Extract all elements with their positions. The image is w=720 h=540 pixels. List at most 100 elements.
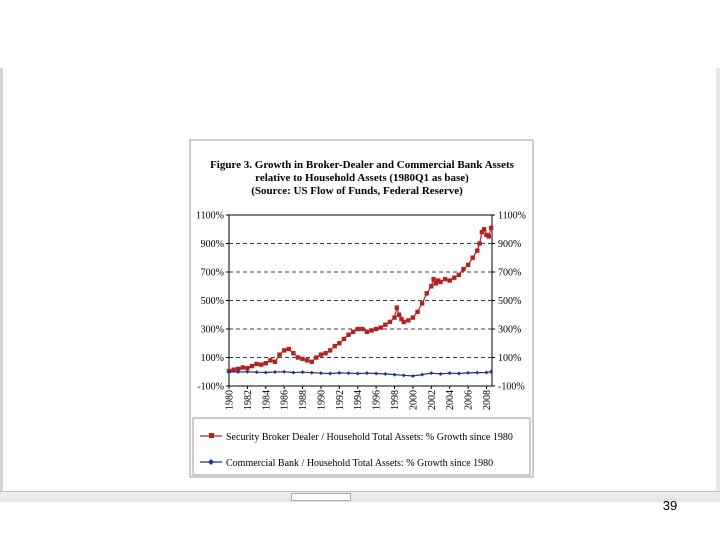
commercial-bank-point [254,370,259,375]
broker-dealer-point [304,358,310,363]
broker-dealer-point [436,278,441,283]
commercial-bank-point [410,374,415,379]
commercial-bank-point [364,371,369,376]
commercial-bank-point [429,371,434,376]
last-page-button[interactable] [388,492,410,500]
broker-dealer-point [399,316,404,322]
chart-title-line-2: relative to Household Assets (1980Q1 as … [255,172,469,184]
broker-dealer-point [456,272,462,278]
broker-dealer-point [481,227,487,232]
commercial-bank-point [392,372,397,377]
commercial-bank-point [475,370,480,375]
broker-dealer-point [277,352,282,357]
series-layer [226,225,494,379]
chart-title: Figure 3. Growth in Broker-Dealer and Co… [210,159,515,197]
broker-dealer-point [254,361,259,367]
commercial-bank-point [484,370,489,375]
commercial-bank-point [300,370,305,375]
y-tick-label-right: 300% [498,325,521,336]
x-axis: 1980 1982 1984 1986 1988 1990 1992 1994 1996 1998… [225,386,493,410]
first-page-button[interactable] [240,492,262,500]
chart-title-line-3: (Source: US Flow of Funds, Federal Reser… [251,185,463,197]
broker-dealer-point [263,361,268,366]
broker-dealer-point [378,325,383,330]
commercial-bank-point [374,371,379,376]
y-tick-label-left: 100% [201,353,224,364]
commercial-bank-point [309,370,314,375]
broker-dealer-point [258,362,264,367]
broker-dealer-point [396,312,402,317]
page-number-field[interactable] [291,493,351,501]
broker-dealer-point [360,326,365,332]
broker-dealer-point [392,315,397,320]
y-tick-label-left: 900% [201,239,224,250]
next-page-button[interactable] [362,492,384,500]
commercial-bank-point [236,370,241,375]
broker-dealer-point [401,319,406,325]
x-tick-label: 2004 [445,390,456,410]
broker-dealer-point [477,241,482,246]
commercial-bank-point [466,370,471,375]
x-tick-label: 1986 [280,390,291,410]
x-tick-label: 1994 [353,390,364,410]
x-tick-label: 1988 [298,390,309,410]
slide-number: 39 [662,498,678,513]
broker-dealer-point [461,266,466,272]
x-tick-label: 2002 [427,390,438,410]
broker-dealer-point [433,281,439,286]
y-tick-label-left: 700% [201,268,224,279]
prev-page-button[interactable] [265,492,287,500]
vertical-scrollbar[interactable] [716,68,720,492]
broker-dealer-point [235,366,241,372]
broker-dealer-point [286,346,291,352]
broker-dealer-point [364,329,370,335]
broker-dealer-point [484,232,489,238]
broker-dealer-point [300,356,305,362]
broker-dealer-point [394,305,400,310]
broker-dealer-point [245,365,250,371]
broker-dealer-point [369,328,374,333]
commercial-bank-point [447,371,452,376]
y-tick-label-right: -100% [498,382,525,393]
broker-dealer-point [442,276,448,282]
commercial-bank-point [328,371,333,376]
x-tick-label: 1992 [335,390,346,410]
broker-dealer-point [318,352,324,357]
commercial-bank-point [272,370,277,375]
legend-bank-label: Commercial Bank / Household Total Assets… [226,458,493,469]
broker-dealer-point [231,367,236,372]
y-axis-left: -100% 100% 300% 500% 700% 900% 1100% [196,211,229,393]
x-tick-label: 1990 [316,390,327,410]
broker-dealer-point [337,341,342,346]
commercial-bank-point [263,370,268,375]
broker-dealer-point [281,348,287,353]
broker-dealer-point [479,229,485,235]
broker-dealer-point [240,365,245,370]
broker-dealer-point [341,336,347,342]
y-tick-label-left: 300% [201,325,224,336]
commercial-bank-point [227,369,231,374]
broker-dealer-point [309,359,314,364]
commercial-bank-point [318,371,323,376]
legend-broker-marker [209,433,214,438]
commercial-bank-point [282,369,287,374]
commercial-bank-point [489,369,494,374]
broker-dealer-point [429,284,434,289]
commercial-bank-point [346,371,351,376]
x-tick-label: 1984 [261,390,272,410]
x-tick-label: 1980 [225,390,236,410]
broker-dealer-point [415,309,420,315]
x-tick-label: 2008 [482,390,493,410]
broker-dealer-point [410,315,416,320]
broker-dealer-point [424,291,429,296]
commercial-bank-point [383,371,388,376]
commercial-bank-point [456,371,461,376]
x-tick-label: 2000 [408,390,419,410]
broker-dealer-point [488,225,494,231]
y-tick-label-left: 500% [201,296,224,307]
y-tick-label-right: 500% [498,296,521,307]
x-tick-label: 1982 [243,390,254,410]
x-tick-label: 1998 [390,390,401,410]
legend-broker-label: Security Broker Dealer / Household Total… [226,432,513,443]
legend-bank-marker [208,459,214,465]
